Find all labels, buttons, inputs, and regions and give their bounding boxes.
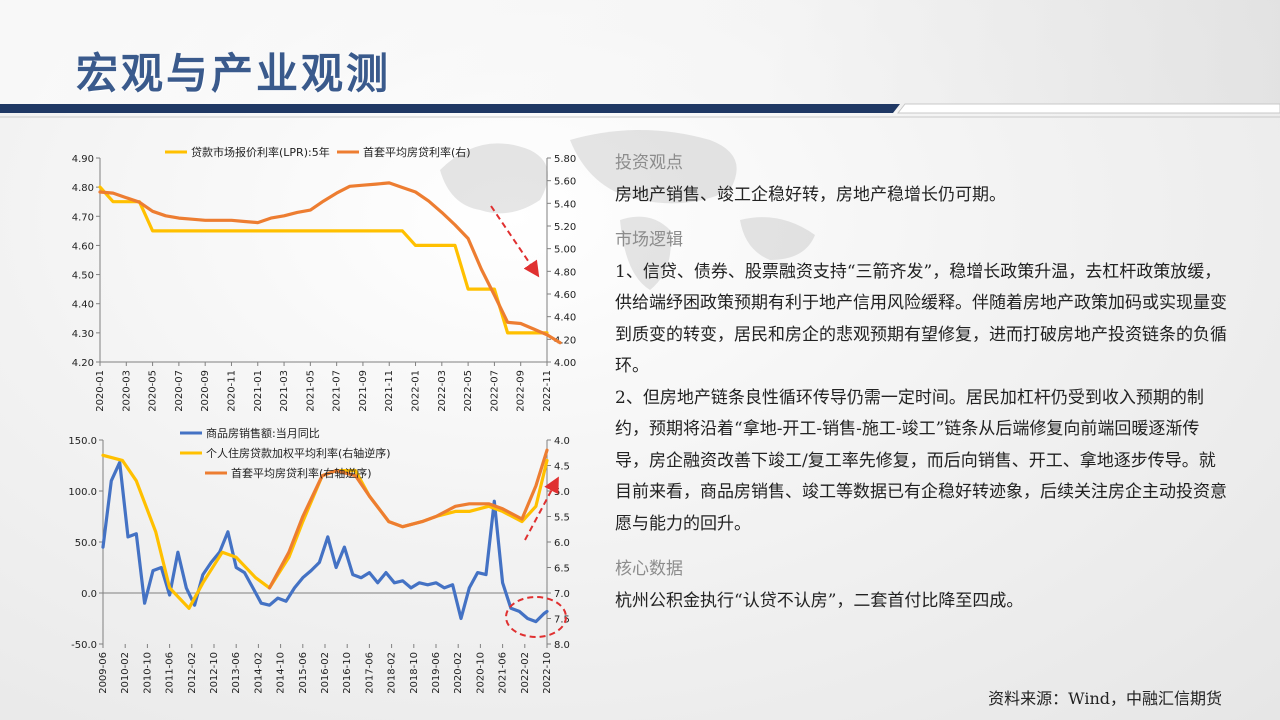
y-right-tick-label: 8.0 [554, 640, 570, 651]
section-paragraph: 房地产销售、竣工企稳好转，房地产稳增长仍可期。 [615, 184, 1006, 205]
y-right-tick-label: 7.0 [554, 589, 570, 600]
section-heading: 核心数据 [615, 559, 683, 579]
x-tick-label: 2022-07 [489, 370, 500, 412]
y-left-tick-label: 100.0 [68, 487, 97, 498]
y-left-tick-label: 4.20 [72, 358, 94, 369]
legend-label: 首套平均房贷利率(右轴逆序) [231, 466, 372, 480]
x-tick-label: 2014-02 [253, 652, 264, 694]
legend-label: 贷款市场报价利率(LPR):5年 [191, 145, 330, 159]
x-tick-label: 2009-06 [98, 652, 109, 694]
analysis-panel: 投资观点房地产销售、竣工企稳好转，房地产稳增长仍可期。 市场逻辑 1、信贷、债券、股… [615, 148, 1230, 617]
world-map-watermark [440, 130, 815, 290]
x-tick-label: 2017-06 [364, 652, 375, 694]
x-tick-label: 2013-06 [231, 652, 242, 694]
x-tick-label: 2015-06 [298, 652, 309, 694]
y-right-tick-label: 5.80 [554, 154, 576, 165]
y-left-tick-label: 4.80 [72, 183, 94, 194]
x-tick-label: 2019-06 [431, 652, 442, 694]
highlight-ellipse [505, 596, 567, 638]
down-arrow-icon [490, 205, 540, 278]
y-right-tick-label: 6.0 [554, 538, 570, 549]
source-note: 资料来源：Wind，中融汇信期货 [988, 689, 1222, 708]
x-tick-label: 2018-02 [387, 652, 398, 694]
section-paragraph: 杭州公积金执行“认贷不认房”，二套首付比降至四成。 [615, 590, 1024, 611]
y-left-tick-label: 4.60 [72, 241, 94, 252]
header-band [0, 0, 1280, 118]
section-heading: 投资观点 [615, 153, 683, 173]
y-left-tick-label: 4.70 [72, 212, 94, 223]
y-right-tick-label: 6.5 [554, 564, 570, 575]
y-right-tick-label: 4.0 [554, 436, 570, 447]
x-tick-label: 2021-07 [332, 370, 343, 412]
x-tick-label: 2014-10 [276, 652, 287, 694]
x-tick-label: 2021-05 [305, 370, 316, 412]
x-tick-label: 2012-02 [187, 652, 198, 694]
legend-label: 首套平均房贷利率(右) [363, 145, 471, 159]
y-right-tick-label: 5.5 [554, 513, 570, 524]
y-right-tick-label: 5.00 [554, 245, 576, 256]
y-right-tick-label: 5.60 [554, 177, 576, 188]
y-right-tick-label: 4.20 [554, 335, 576, 346]
x-tick-label: 2022-02 [520, 652, 531, 694]
y-right-tick-label: 4.00 [554, 358, 576, 369]
y-left-tick-label: -50.0 [71, 640, 97, 651]
y-left-tick-label: 4.90 [72, 154, 94, 165]
y-right-tick-label: 4.60 [554, 290, 576, 301]
lpr-mortgage-rate-chart: 4.90 4.80 4.70 4.60 4.50 4.40 4.30 4.20 5.80 5.60… [72, 145, 577, 412]
x-tick-label: 2022-01 [411, 370, 422, 412]
x-tick-label: 2022-05 [463, 370, 474, 412]
x-tick-label: 2021-06 [498, 652, 509, 694]
sales-mortgage-rate-chart: 150.0 100.0 50.0 0.0 -50.0 4.0 4.5 5.0 5.5 6.0 6.5… [68, 426, 570, 694]
y-left-tick-label: 50.0 [75, 538, 97, 549]
series-line-2 [267, 448, 549, 590]
y-right-tick-label: 4.5 [554, 462, 570, 473]
x-tick-label: 2016-10 [342, 652, 353, 694]
x-tick-label: 2020-10 [475, 652, 486, 694]
y-left-tick-label: 0.0 [81, 589, 97, 600]
series-line-0 [98, 185, 549, 335]
x-tick-label: 2022-11 [542, 370, 553, 412]
page-title: 宏观与产业观测 [76, 49, 392, 98]
section-heading: 市场逻辑 [615, 230, 683, 250]
x-tick-label: 2018-10 [409, 652, 420, 694]
legend-label: 商品房销售额:当月同比 [206, 426, 320, 440]
legend-label: 个人住房贷款加权平均利率(右轴逆序) [206, 446, 391, 460]
x-tick-label: 2016-02 [320, 652, 331, 694]
section-paragraph: 2、但房地产链条良性循环传导仍需一定时间。居民加杠杆仍受到收入预期的制约，预期将… [615, 387, 1227, 534]
y-left-tick-label: 4.50 [72, 271, 94, 282]
x-tick-label: 2021-01 [253, 370, 264, 412]
y-left-tick-label: 150.0 [68, 436, 97, 447]
x-tick-label: 2021-03 [279, 370, 290, 412]
x-tick-label: 2010-02 [120, 652, 131, 694]
y-right-tick-label: 5.0 [554, 487, 570, 498]
section-paragraph: 1、信贷、债券、股票融资支持“三箭齐发”，稳增长政策升温，去杠杆政策放缓，供给端… [615, 261, 1227, 377]
series-line-1 [98, 181, 562, 345]
x-tick-label: 2021-09 [358, 370, 369, 412]
y-right-tick-label: 7.5 [554, 615, 570, 626]
x-tick-label: 2022-03 [437, 370, 448, 412]
x-tick-label: 2020-01 [95, 370, 106, 412]
x-tick-label: 2020-03 [121, 370, 132, 412]
x-tick-label: 2010-10 [142, 652, 153, 694]
up-arrow-icon [524, 476, 559, 541]
y-right-tick-label: 4.40 [554, 313, 576, 324]
x-tick-label: 2020-11 [226, 370, 237, 412]
y-left-tick-label: 4.40 [72, 300, 94, 311]
y-left-tick-label: 4.30 [72, 329, 94, 340]
series-line-0 [101, 460, 549, 624]
x-tick-label: 2020-05 [148, 370, 159, 412]
x-tick-label: 2021-11 [384, 370, 395, 412]
x-tick-label: 2020-09 [200, 370, 211, 412]
x-tick-label: 2022-09 [516, 370, 527, 412]
x-tick-label: 2020-07 [174, 370, 185, 412]
x-tick-label: 2022-10 [542, 652, 553, 694]
x-tick-label: 2012-10 [209, 652, 220, 694]
y-right-tick-label: 5.20 [554, 222, 576, 233]
x-tick-label: 2011-06 [165, 652, 176, 694]
y-right-tick-label: 5.40 [554, 199, 576, 210]
y-right-tick-label: 4.80 [554, 267, 576, 278]
x-tick-label: 2020-02 [453, 652, 464, 694]
